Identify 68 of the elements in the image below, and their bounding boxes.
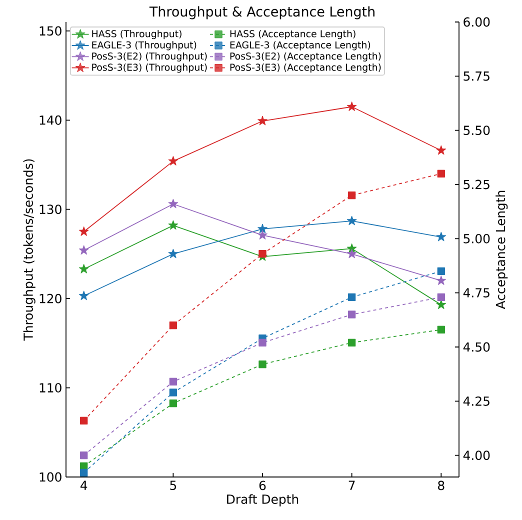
x-axis-title: Draft Depth [227,494,298,506]
point [169,399,178,408]
x-tick-label: 5 [170,480,176,490]
y-tick-label: 150 [40,26,62,36]
point [78,245,89,255]
x-tick-label: 6 [259,480,266,490]
point [78,226,89,236]
point [437,170,445,178]
y2-tick-label: 4.25 [463,396,490,406]
y-tick-label: 120 [40,294,62,304]
point [169,378,178,386]
y2-tick-label: 5.25 [464,180,490,190]
x-tick-label: 4 [80,480,88,490]
point [168,220,178,230]
point [436,232,446,242]
point [80,416,88,425]
y2-tick-label: 5.75 [464,72,490,81]
point [258,224,268,234]
y2-tick-label: 5.50 [464,126,490,136]
legend-label: PosS-3(E2) (Acceptance Length) [230,52,381,62]
chart-title: Throughput & Acceptance Length [149,6,374,20]
point [437,267,445,275]
point [437,326,445,334]
y-axis-title: Throughput (tokens/seconds) [23,159,36,341]
point [258,230,268,240]
point [80,468,88,477]
point [258,338,266,346]
point [437,293,445,301]
point [168,198,178,208]
y-tick-label: 130 [40,204,62,214]
legend-label: PosS-3(E3) (Acceptance Length) [230,64,381,73]
x-tick-label: 8 [438,480,444,490]
point [348,191,356,200]
legend-label: EAGLE-3 (Throughput) [92,41,196,50]
y2-tick-label: 4.75 [463,288,490,298]
point [80,451,88,460]
point [348,338,356,346]
point [258,250,266,258]
point [436,300,446,310]
point [78,290,89,300]
y-tick-label: 100 [40,472,62,482]
point [346,248,357,258]
legend-label: HASS (Acceptance Length) [230,30,356,40]
y2-tick-label: 5.00 [464,234,490,244]
y2-tick-label: 4.00 [463,450,490,460]
point [348,310,356,318]
point [436,145,446,155]
point [258,116,268,126]
y2-tick-label: 4.50 [463,342,490,352]
point [346,216,357,226]
y2-axis-title: Acceptance Length [496,190,508,310]
point [258,360,266,368]
point [348,293,356,301]
point [346,102,357,112]
point [436,275,446,286]
point [168,248,178,258]
point [169,388,178,396]
legend-label: HASS (Throughput) [92,30,182,40]
y2-tick-label: 6.00 [464,17,490,27]
point [168,156,178,166]
y-tick-label: 110 [40,383,62,392]
point [78,264,89,274]
legend-label: PosS-3(E2) (Throughput) [92,52,207,62]
legend-label: EAGLE-3 (Acceptance Length) [230,41,370,50]
x-tick-label: 7 [348,480,355,490]
legend-label: PosS-3(E3) (Throughput) [92,64,207,73]
y-tick-label: 140 [40,115,62,125]
point [169,321,178,330]
